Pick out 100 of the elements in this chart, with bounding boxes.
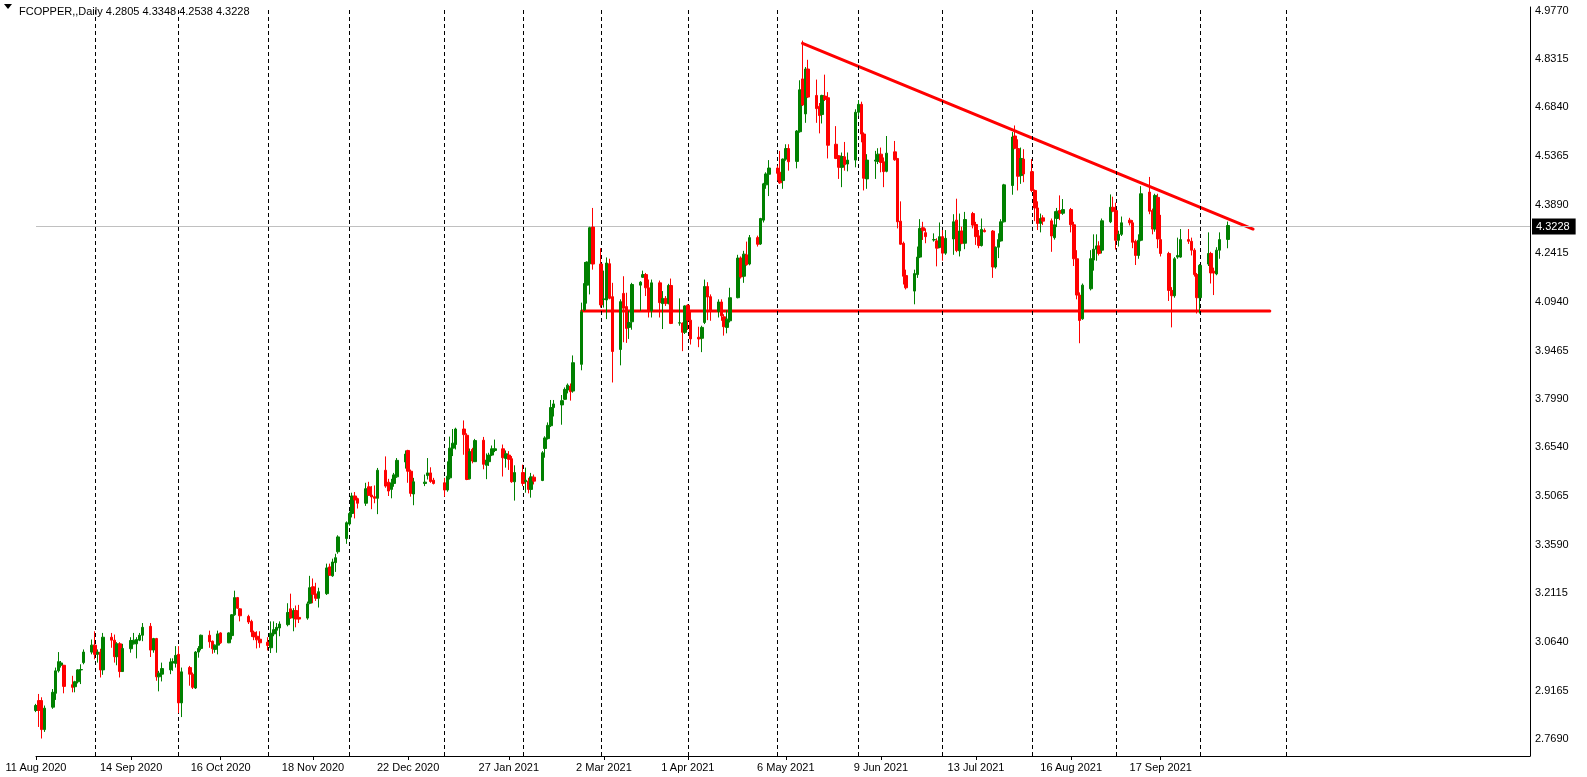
candlestick xyxy=(1097,240,1101,256)
candlestick xyxy=(1226,221,1230,249)
candlestick xyxy=(129,636,133,654)
candlestick xyxy=(1022,148,1025,183)
y-tick-label: 3.2115 xyxy=(1535,586,1568,599)
candlestick xyxy=(180,667,183,718)
candlestick xyxy=(778,150,782,185)
candlestick xyxy=(513,464,516,502)
x-tick-label: 17 Sep 2021 xyxy=(1129,760,1192,773)
y-tick-label: 2.7690 xyxy=(1535,732,1569,745)
x-tick-label: 1 Apr 2021 xyxy=(661,760,715,773)
candlestick xyxy=(482,436,485,470)
y-tick-label: 2.9165 xyxy=(1535,683,1569,696)
candlestick xyxy=(846,152,849,172)
candlestick xyxy=(1207,231,1210,267)
candlestick xyxy=(874,150,877,180)
candlestick xyxy=(532,474,536,485)
candlestick xyxy=(1081,283,1084,321)
candlestick xyxy=(748,234,751,266)
x-tick-label: 13 Jul 2021 xyxy=(947,760,1005,773)
candlestick xyxy=(121,643,124,673)
candlestick xyxy=(149,622,152,658)
candlestick xyxy=(443,477,446,498)
x-tick-label: 18 Nov 2020 xyxy=(281,760,345,773)
candlestick xyxy=(82,648,85,665)
candlestick xyxy=(219,631,222,645)
candlestick xyxy=(639,280,642,312)
candlestick xyxy=(266,636,270,651)
y-tick-label: 4.0940 xyxy=(1535,294,1569,307)
candlestick xyxy=(353,491,357,519)
candlestick xyxy=(745,241,748,267)
candlestick xyxy=(650,279,653,318)
candlestick xyxy=(404,449,407,470)
candlestick xyxy=(1041,214,1045,226)
candlestick xyxy=(258,630,262,649)
x-tick-label: 2 Mar 2021 xyxy=(576,760,632,773)
candlestick xyxy=(468,447,471,480)
candlestick xyxy=(840,152,844,188)
y-tick-label: 3.7990 xyxy=(1535,392,1569,405)
candlestick xyxy=(294,605,298,628)
x-tick-label: 27 Jan 2021 xyxy=(478,760,540,773)
candlestick xyxy=(1039,213,1042,233)
candlestick xyxy=(681,321,684,352)
candlestick xyxy=(292,607,295,632)
candlestick xyxy=(524,467,527,494)
y-tick-label: 4.9770 xyxy=(1535,3,1569,16)
candlestick xyxy=(141,622,144,642)
candlestick xyxy=(216,630,220,655)
candlestick xyxy=(664,295,667,307)
candlestick xyxy=(269,620,273,654)
candlestick xyxy=(412,477,415,506)
candlestick xyxy=(935,237,939,267)
candlestick xyxy=(521,464,525,487)
y-tick-label: 4.8315 xyxy=(1535,51,1569,64)
candlestick xyxy=(980,218,983,248)
candlestick xyxy=(958,213,961,257)
candlestick xyxy=(806,59,810,99)
candlestick xyxy=(62,664,66,694)
candlestick xyxy=(297,604,301,624)
candlestick xyxy=(311,577,315,604)
y-tick-label: 4.2415 xyxy=(1535,246,1569,259)
candlestick xyxy=(991,229,995,279)
candlestick xyxy=(787,143,790,172)
candlestick xyxy=(717,298,720,318)
candlestick xyxy=(1053,210,1056,241)
candlestick xyxy=(155,637,158,682)
candlestick xyxy=(678,297,681,327)
candlestick xyxy=(376,467,379,515)
candlestick xyxy=(767,159,771,197)
candlestick xyxy=(1061,198,1065,216)
candlestick xyxy=(1109,193,1112,224)
candlestick xyxy=(289,593,292,620)
candlestick xyxy=(963,211,967,250)
y-tick-label: 4.5365 xyxy=(1535,148,1569,161)
candlestick xyxy=(194,650,197,690)
candlestick xyxy=(169,657,172,675)
candlestick xyxy=(177,645,180,714)
candlestick xyxy=(255,630,259,649)
candlestick xyxy=(921,221,925,241)
x-tick-label: 16 Aug 2021 xyxy=(1040,760,1103,773)
candlestick xyxy=(1198,263,1202,315)
candlestick xyxy=(843,141,846,172)
candlestick xyxy=(605,256,608,320)
candlestick xyxy=(275,622,278,654)
candlestick xyxy=(90,639,94,655)
candlestick xyxy=(485,452,488,480)
y-tick-label: 3.9465 xyxy=(1535,343,1569,356)
candlestick xyxy=(938,221,941,249)
candlestick xyxy=(314,582,318,602)
candlestick xyxy=(885,135,888,173)
chart-title: FCOPPER,,Daily 4.2805 4.3348 4.2538 4.3228 xyxy=(19,4,250,17)
candlestick xyxy=(188,665,192,687)
candlestick xyxy=(661,290,664,330)
candlestick xyxy=(325,563,329,596)
candlestick xyxy=(40,696,43,740)
candlestick xyxy=(152,637,155,654)
y-tick-label: 3.5065 xyxy=(1535,488,1569,501)
candlestick xyxy=(501,444,505,478)
candlestick xyxy=(955,198,958,253)
candlestick xyxy=(700,325,704,353)
